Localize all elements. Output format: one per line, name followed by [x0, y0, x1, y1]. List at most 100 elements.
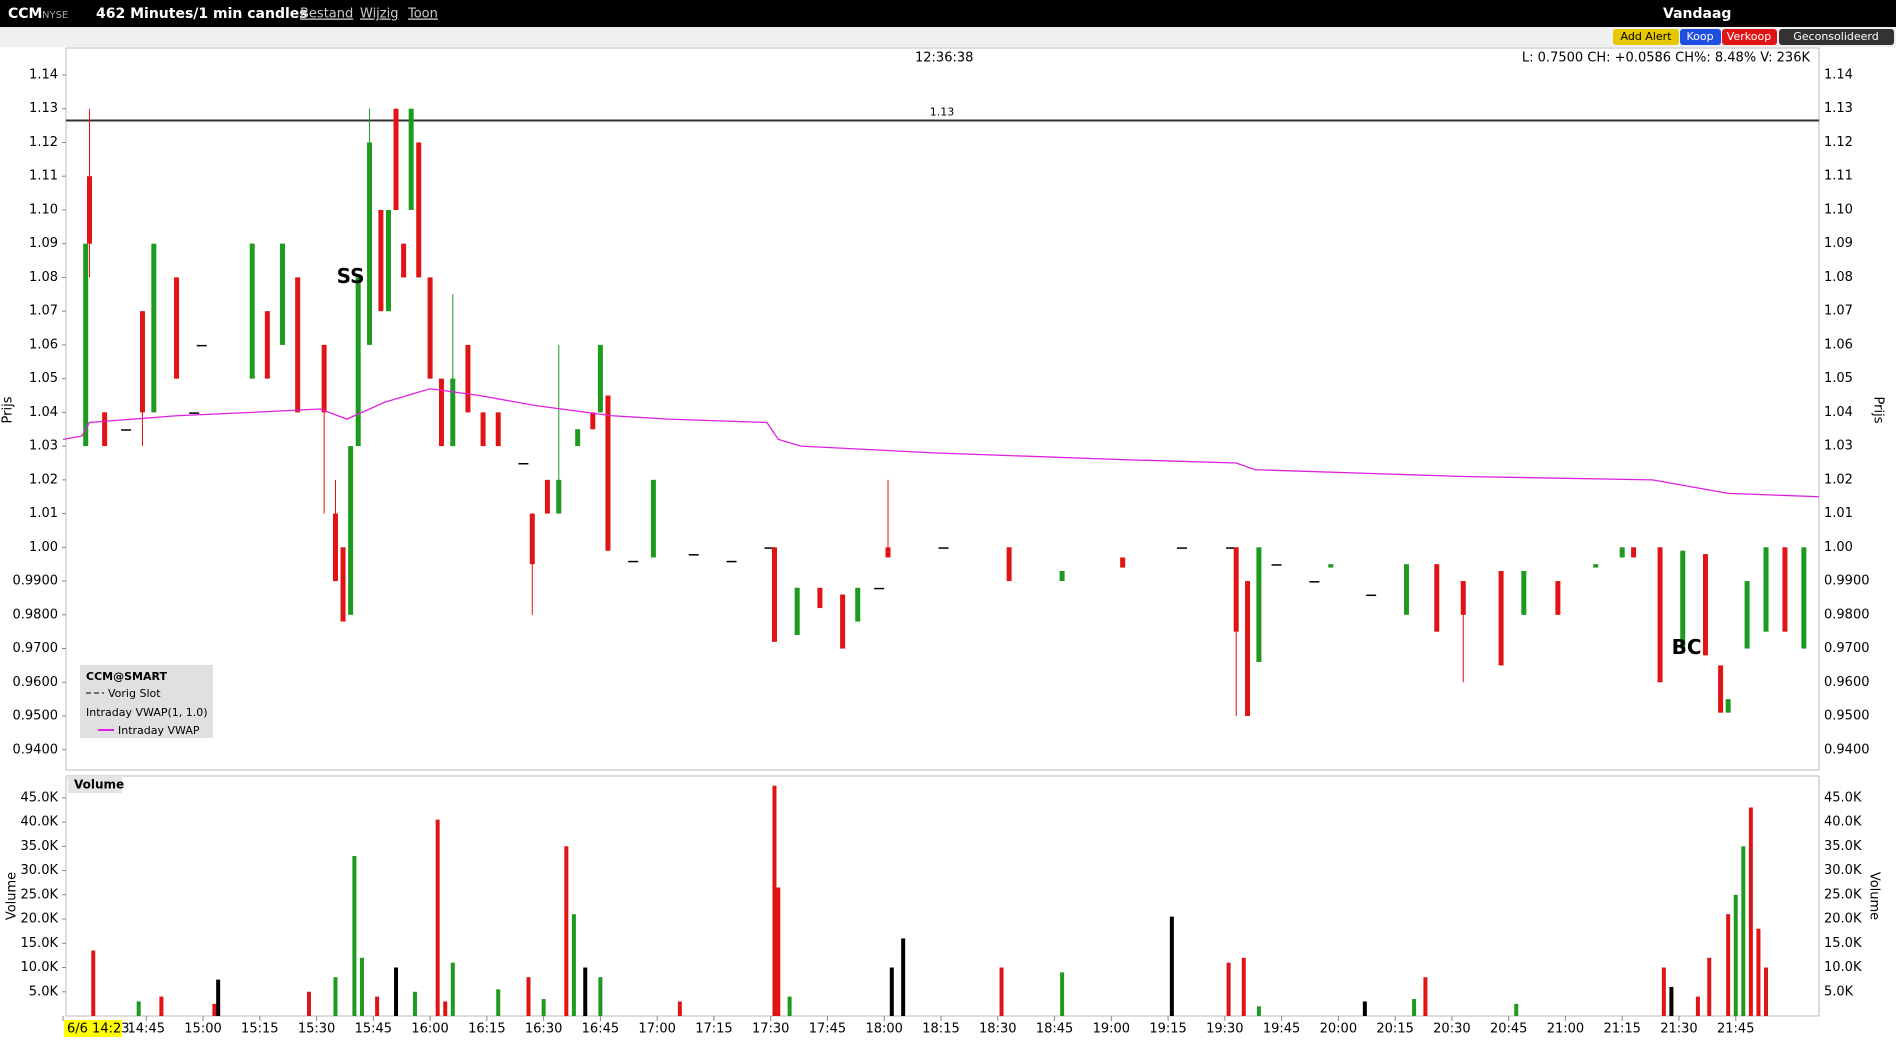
add-alert-button[interactable] — [1613, 29, 1679, 45]
y-tick-label: 15.0K — [1824, 936, 1862, 951]
y-axis-title: Prijs — [1, 396, 16, 423]
candle-body — [295, 277, 301, 413]
button-label: Koop — [1686, 30, 1713, 43]
y-tick-label: 1.01 — [1824, 506, 1853, 521]
reference-label: 1.13 — [930, 106, 955, 119]
y-tick-label: 25.0K — [21, 887, 59, 902]
quote-stats: L: 0.7500 CH: +0.0586 CH%: 8.48% V: 236K — [1522, 51, 1811, 66]
volume-bar — [1733, 894, 1738, 1016]
y-tick-label: 1.02 — [1824, 472, 1853, 487]
candle-body — [1680, 550, 1686, 649]
annotation: SS — [337, 264, 365, 288]
candle-body — [1801, 547, 1807, 649]
candle-body — [121, 429, 132, 431]
consolidated-button[interactable] — [1779, 29, 1894, 45]
y-tick-label: 1.08 — [1824, 270, 1853, 285]
y-tick-label: 40.0K — [1824, 815, 1862, 830]
candle-body — [1460, 581, 1466, 615]
button-label: Verkoop — [1727, 30, 1771, 43]
volume-bar — [999, 967, 1004, 1016]
y-tick-label: 1.05 — [1824, 371, 1853, 386]
x-tick-label: 19:15 — [1149, 1022, 1186, 1037]
candle-body — [1555, 581, 1561, 615]
x-tick-label: 21:45 — [1717, 1022, 1754, 1037]
vwap-line — [62, 388, 1820, 498]
volume-bar — [1707, 957, 1712, 1016]
buy-button[interactable] — [1680, 29, 1721, 45]
button-label: Geconsolideerd — [1793, 30, 1878, 43]
candle-body — [1328, 564, 1334, 568]
candle-body — [1006, 547, 1012, 582]
sell-button[interactable] — [1722, 29, 1777, 45]
y-tick-label: 0.9500 — [13, 709, 59, 724]
candle-body — [189, 412, 200, 414]
y-tick-label: 0.9600 — [1824, 675, 1870, 690]
y-tick-label: 1.07 — [1824, 304, 1853, 319]
period-select[interactable]: 462 Minutes/1 min candles — [96, 6, 308, 22]
candle-body — [764, 547, 775, 549]
volume-bar — [306, 991, 311, 1016]
volume-bar — [1726, 914, 1731, 1016]
volume-axis-title: Volume — [1867, 872, 1882, 920]
volume-title: Volume — [74, 778, 124, 792]
y-tick-label: 1.06 — [29, 337, 58, 352]
volume-bar — [443, 1001, 448, 1016]
volume-bar — [571, 914, 576, 1016]
volume-bar — [91, 950, 96, 1016]
y-tick-label: 5.0K — [1824, 984, 1854, 999]
candle-body — [1657, 547, 1663, 683]
toolbar — [0, 27, 1896, 47]
date-highlight — [64, 1020, 122, 1037]
x-tick-label: 15:00 — [184, 1022, 221, 1037]
y-tick-label: 1.10 — [29, 202, 58, 217]
volume-bar — [496, 989, 501, 1016]
candle-body — [794, 587, 800, 636]
x-tick-label: 18:15 — [922, 1022, 959, 1037]
volume-bar — [541, 999, 546, 1016]
candle-body — [1120, 557, 1126, 568]
x-tick-label: 20:00 — [1320, 1022, 1357, 1037]
candle-body — [378, 209, 384, 312]
candle-body — [628, 560, 639, 563]
volume-bar — [136, 1001, 141, 1016]
y-tick-label: 1.00 — [1824, 540, 1853, 555]
x-tick-label: 19:45 — [1263, 1022, 1300, 1037]
volume-bar — [159, 996, 164, 1016]
candle-body — [465, 344, 471, 413]
volume-bar — [352, 856, 357, 1016]
menu-item[interactable]: Toon — [407, 7, 438, 22]
volume-bar — [394, 967, 399, 1016]
candle-body — [874, 587, 885, 590]
y-tick-label: 1.11 — [29, 169, 58, 184]
candle-body — [529, 513, 535, 565]
candle-body — [83, 243, 89, 447]
y-tick-label: 1.11 — [1824, 169, 1853, 184]
volume-bar — [583, 967, 588, 1016]
range-select[interactable]: Vandaag — [1663, 6, 1731, 22]
y-tick-label: 30.0K — [1824, 863, 1862, 878]
symbol[interactable]: CCM — [8, 6, 42, 22]
legend — [80, 665, 213, 738]
y-tick-label: 1.12 — [29, 135, 58, 150]
legend-entry: Intraday VWAP — [118, 724, 200, 737]
candle-body — [885, 547, 891, 558]
volume-bar — [1241, 957, 1246, 1016]
volume-bar — [1695, 996, 1700, 1016]
volume-bar — [1661, 967, 1666, 1016]
y-tick-label: 1.06 — [1824, 337, 1853, 352]
menu-item[interactable]: Wijzig — [360, 7, 398, 22]
y-tick-label: 1.10 — [1824, 202, 1853, 217]
volume-bar — [412, 991, 417, 1016]
candle-body — [249, 243, 255, 379]
volume-bar — [1756, 928, 1761, 1016]
x-tick-label: 15:30 — [298, 1022, 335, 1037]
x-tick-label: 19:00 — [1093, 1022, 1130, 1037]
y-tick-label: 1.14 — [1824, 67, 1853, 82]
volume-panel — [65, 775, 1820, 1017]
menu-item[interactable]: Bestand — [300, 7, 353, 22]
x-tick-label: 16:30 — [525, 1022, 562, 1037]
candle-body — [1744, 581, 1750, 649]
volume-bar — [889, 967, 894, 1016]
